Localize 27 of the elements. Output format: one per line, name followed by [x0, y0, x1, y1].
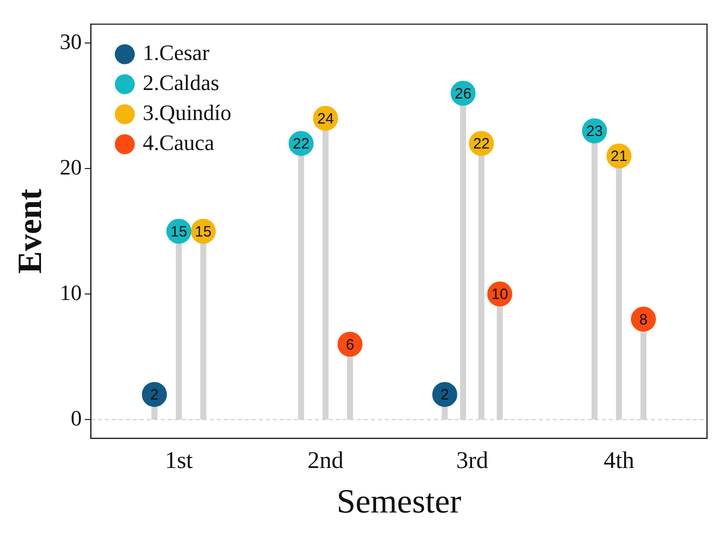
x-tick-label: 2nd — [308, 448, 344, 474]
data-label: 2 — [440, 386, 449, 404]
data-label: 23 — [586, 123, 603, 140]
legend-label: 2.Caldas — [142, 70, 220, 95]
data-label: 15 — [170, 223, 188, 240]
data-label: 22 — [473, 136, 490, 153]
data-label: 22 — [292, 136, 310, 153]
x-tick-label: 1st — [164, 448, 194, 474]
y-axis-title: Event — [12, 188, 50, 274]
data-label: 26 — [454, 85, 472, 102]
data-label: 21 — [610, 148, 628, 166]
data-label: 24 — [317, 110, 334, 128]
data-label: 15 — [194, 223, 212, 240]
y-tick-label: 30 — [60, 28, 82, 54]
y-tick-label: 20 — [60, 154, 82, 180]
data-label: 6 — [346, 336, 354, 354]
legend-label: 3.Quindío — [142, 100, 232, 125]
x-axis-title: Semester — [336, 484, 462, 521]
y-tick-label: 0 — [70, 405, 82, 430]
x-tick-label: 3rd — [456, 448, 488, 474]
y-tick-label: 10 — [60, 280, 82, 305]
x-tick-label: 4th — [604, 448, 634, 474]
data-label: 2 — [150, 386, 159, 404]
legend-label: 1.Cesar — [142, 40, 210, 65]
data-label: 8 — [639, 311, 648, 328]
data-label: 10 — [491, 286, 508, 304]
legend-label: 4.Cauca — [142, 130, 215, 155]
